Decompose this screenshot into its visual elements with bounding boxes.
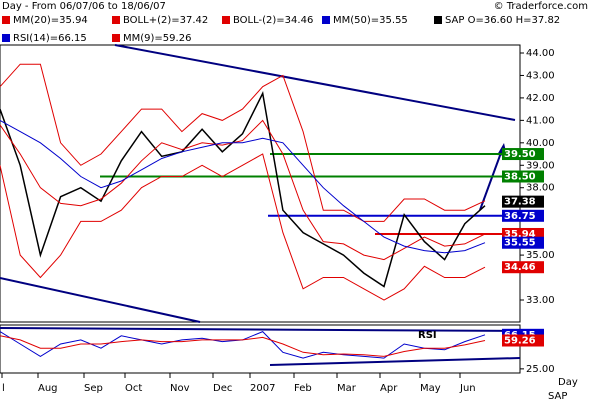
series-line [0,153,486,301]
trend-line [0,277,201,323]
legend-swatch [2,34,10,42]
rsi-label: RSI [418,330,437,341]
price-box [502,209,544,222]
price-box [502,170,544,183]
price-box-label: 36.75 [504,211,536,222]
trend-line [114,44,516,121]
y-tick-label: 43.00 [526,70,555,81]
y-tick-label: 25.00 [526,364,555,375]
x-tick-label: l [2,383,5,394]
legend-label: SAP O=36.60 H=37.82 [445,15,560,26]
price-box-label: 35.55 [504,238,536,249]
chart-title: Day - From 06/07/06 to 18/06/07 [2,1,166,12]
value-box [502,334,544,347]
x-tick-label: Sep [84,383,103,394]
legend-swatch [2,16,10,24]
x-tick-label: Oct [125,383,142,394]
series-line [0,335,486,357]
price-box-label: 37.38 [504,197,536,208]
price-box [502,195,544,208]
series-line [0,119,486,254]
price-panel [0,44,521,323]
legend-label: BOLL+(2)=37.42 [123,15,208,26]
x-tick-label: Feb [294,383,312,394]
rsi-panel [0,324,521,374]
legend-label: RSI(14)=66.15 [13,33,87,44]
trend-line [269,357,521,366]
value-box-label: 59.26 [504,336,536,347]
x-tick-label: Nov [170,383,190,394]
y-tick-label: 40.00 [526,138,555,149]
y-tick-label: 42.00 [526,93,555,104]
legend-label: MM(50)=35.55 [333,15,408,26]
y-tick-label: 41.00 [526,115,555,126]
legend-swatch [112,16,120,24]
x-tick-label: Apr [380,383,398,394]
credit: © Traderforce.com [494,1,588,12]
legend-swatch [434,16,442,24]
y-tick-label: 35.00 [526,250,555,261]
legend-label: BOLL-(2)=34.46 [233,15,313,26]
price-box-label: 35.94 [504,229,536,240]
series-line [0,63,486,222]
price-box [502,261,544,274]
x-tick-label: Dec [213,383,232,394]
legend-label: MM(20)=35.94 [13,15,88,26]
price-box-label: 34.46 [504,262,536,273]
price-box [502,148,544,161]
legend-swatch [322,16,330,24]
y-tick-label: 33.00 [526,295,555,306]
trend-line [0,327,521,332]
price-box-label: 38.50 [504,172,536,183]
legend-swatch [112,34,120,42]
legend-swatch [222,16,230,24]
legend-label: MM(9)=59.26 [123,33,191,44]
y-tick-label: 38.00 [526,183,555,194]
x-tick-label: Aug [38,383,58,394]
x-tick-label: Mar [337,383,357,394]
arrow [479,149,503,211]
x-tick-label: May [420,383,441,394]
y-tick-label: 44.00 [526,48,555,59]
x-tick-label: 2007 [250,383,275,394]
y-tick-label: 39.00 [526,160,555,171]
x-tick-label: Jun [459,383,476,394]
period-label: Day [558,377,578,388]
series-line [0,91,486,288]
price-box [502,236,544,249]
series-line [0,119,486,261]
symbol-label: SAP [548,391,567,400]
price-box-label: 39.50 [504,149,536,160]
